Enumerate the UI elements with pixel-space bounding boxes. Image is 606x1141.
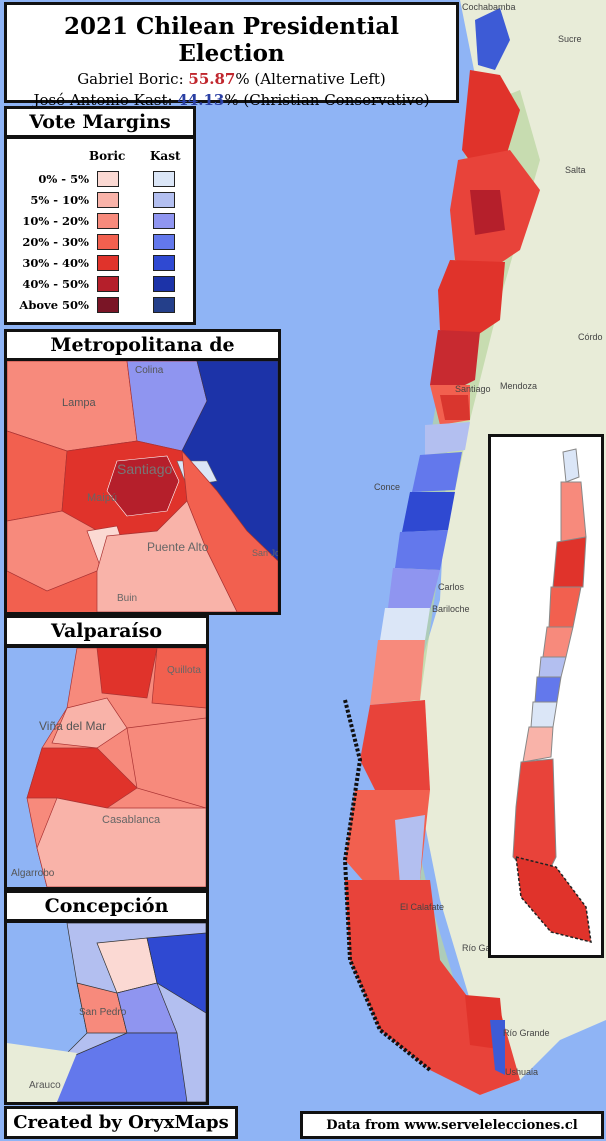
legend-swatch-kast xyxy=(153,234,175,250)
title-panel: 2021 Chilean Presidential Election Gabri… xyxy=(4,2,459,109)
credit-box: Created by OryxMaps xyxy=(4,1106,238,1139)
chile-tierra-east xyxy=(490,1020,505,1075)
label-carlos: Carlos xyxy=(438,582,465,592)
label-santiago-inset: Santiago xyxy=(117,461,172,477)
label-rio-grande: Río Grande xyxy=(503,1028,550,1038)
chile-biobio xyxy=(395,530,448,570)
chile-coquimbo xyxy=(430,330,480,395)
label-cochabamba: Cochabamba xyxy=(462,2,516,12)
legend-row-label: 0% - 5% xyxy=(38,172,89,186)
legend-row: 40% - 50% xyxy=(7,274,193,295)
chile-atacama xyxy=(438,260,505,340)
legend-row-label: 40% - 50% xyxy=(22,277,89,291)
chile-aysen-kast xyxy=(395,815,425,885)
legend-swatch-boric xyxy=(97,297,119,313)
legend-row-label: 20% - 30% xyxy=(22,235,89,249)
legend-row: 5% - 10% xyxy=(7,190,193,211)
legend-swatch-kast xyxy=(153,213,175,229)
kast-name: José Antonio Kast: xyxy=(33,91,178,109)
label-mendoza: Mendoza xyxy=(500,381,537,391)
valparaiso-title-box: Valparaíso xyxy=(4,615,209,647)
legend-swatch-kast xyxy=(153,192,175,208)
legend-col-kast: Kast xyxy=(150,149,181,163)
label-buin: Buin xyxy=(117,593,137,604)
legend-row: Above 50% xyxy=(7,295,193,316)
chile-ohiggins xyxy=(425,422,470,455)
legend-row-label: 5% - 10% xyxy=(30,193,89,207)
chile-antofagasta-2 xyxy=(470,190,505,235)
legend-swatch-kast xyxy=(153,171,175,187)
concepcion-title-box: Concepción xyxy=(4,890,209,922)
concepcion-title: Concepción xyxy=(44,895,169,917)
santiago-inset: Lampa Colina Santiago Maipú Puente Alto … xyxy=(4,358,281,615)
label-puente-alto: Puente Alto xyxy=(147,540,209,554)
source-box: Data from www.servelelecciones.cl xyxy=(300,1111,604,1139)
boric-party: % (Alternative Left) xyxy=(235,70,386,88)
kast-party: % (Christian Conservative) xyxy=(224,91,430,109)
valparaiso-title: Valparaíso xyxy=(50,620,163,642)
label-cordoba: Córdo xyxy=(578,332,603,342)
concepcion-inset: San Pedro Arauco xyxy=(4,920,209,1105)
chile-rm xyxy=(440,395,470,420)
chile-araucania xyxy=(388,568,440,610)
legend-swatch-boric xyxy=(97,171,119,187)
boric-percent: 55.87 xyxy=(188,70,236,88)
legend-row: 10% - 20% xyxy=(7,211,193,232)
santiago-title-box: Metropolitana de Santiago xyxy=(4,329,281,382)
legend-row: 30% - 40% xyxy=(7,253,193,274)
label-quillota: Quillota xyxy=(167,665,201,676)
boric-result: Gabriel Boric: 55.87% (Alternative Left) xyxy=(7,70,456,88)
overview-inset xyxy=(488,434,604,958)
label-rio-ga: Río Ga xyxy=(462,943,491,953)
kast-result: José Antonio Kast: 44.13% (Christian Con… xyxy=(7,91,456,109)
chile-arica xyxy=(475,8,510,70)
legend-swatch-kast xyxy=(153,276,175,292)
chile-tarapaca xyxy=(462,70,520,175)
label-casablanca: Casablanca xyxy=(102,814,161,826)
label-sucre: Sucre xyxy=(558,34,582,44)
legend-title-box: Vote Margins xyxy=(4,106,196,138)
chile-chiloe xyxy=(360,700,430,800)
legend-title: Vote Margins xyxy=(29,111,171,133)
legend-row-label: 30% - 40% xyxy=(22,256,89,270)
label-bariloche: Bariloche xyxy=(432,604,470,614)
chile-maule xyxy=(412,452,462,492)
legend-row: 0% - 5% xyxy=(7,169,193,190)
label-salta: Salta xyxy=(565,165,586,175)
source-text: Data from www.servelelecciones.cl xyxy=(326,1118,578,1133)
legend-col-boric: Boric xyxy=(89,149,126,163)
label-maipu: Maipú xyxy=(87,492,117,504)
legend-row-label: Above 50% xyxy=(19,298,89,312)
label-conce: Conce xyxy=(374,482,400,492)
label-santiago: Santiago xyxy=(455,384,491,394)
label-colina: Colina xyxy=(135,365,164,376)
map-title: 2021 Chilean Presidential Election xyxy=(64,13,399,67)
legend-swatch-boric xyxy=(97,192,119,208)
legend-swatch-kast xyxy=(153,255,175,271)
label-vina: Viña del Mar xyxy=(39,719,106,733)
legend-swatch-boric xyxy=(97,213,119,229)
label-ushuaia: Ushuaia xyxy=(505,1067,538,1077)
legend-row-label: 10% - 20% xyxy=(22,214,89,228)
chile-nuble xyxy=(402,492,455,532)
legend: Boric Kast 0% - 5% 5% - 10% 10% - 20% 20% -… xyxy=(4,136,196,325)
legend-row: 20% - 30% xyxy=(7,232,193,253)
legend-swatch-boric xyxy=(97,255,119,271)
label-arauco: Arauco xyxy=(29,1080,61,1091)
chile-rios xyxy=(380,608,430,640)
legend-swatch-boric xyxy=(97,234,119,250)
legend-swatch-boric xyxy=(97,276,119,292)
boric-name: Gabriel Boric: xyxy=(77,70,189,88)
credit-text: Created by OryxMaps xyxy=(13,1112,229,1133)
label-san-pedro: San Pedro xyxy=(79,1007,127,1018)
label-algarrobo: Algarrobo xyxy=(11,868,55,879)
label-el-calafate: El Calafate xyxy=(400,902,444,912)
kast-percent: 44.13 xyxy=(177,91,225,109)
label-lampa: Lampa xyxy=(62,397,97,409)
chile-lagos xyxy=(370,640,425,705)
legend-swatch-kast xyxy=(153,297,175,313)
label-san-jose: San José de Maipo xyxy=(252,548,278,558)
valparaiso-inset: Quillota Viña del Mar Casablanca Algarro… xyxy=(4,645,209,890)
fjord-outline xyxy=(342,699,432,1072)
